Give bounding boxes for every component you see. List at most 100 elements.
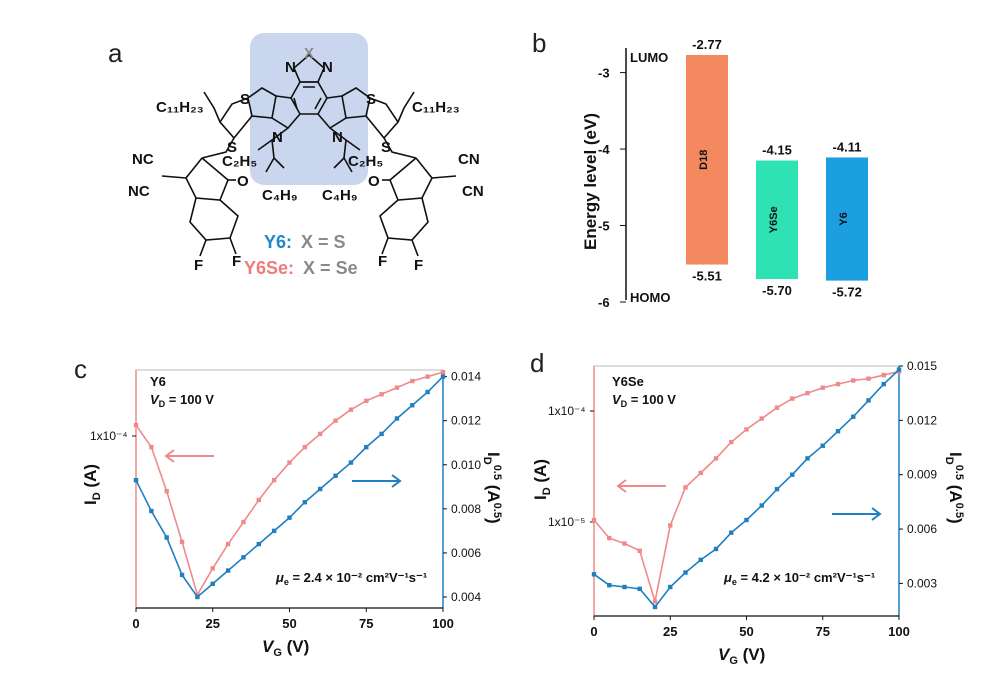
atom-s-label-2: S — [366, 91, 376, 108]
panel-d-series — [591, 367, 902, 610]
c-series-point-0 — [302, 444, 308, 450]
atom-n-label-2: N — [322, 59, 333, 76]
c-series-line-1 — [135, 376, 444, 599]
c-rtick-label: 0.004 — [451, 590, 481, 604]
d-series-point-0 — [607, 535, 612, 541]
panel-d-right-arrow — [832, 507, 882, 521]
lumo-label: LUMO — [630, 50, 668, 65]
c-series-point-1 — [394, 416, 400, 421]
alkyl-c2-right: C₂H₅ — [348, 153, 383, 170]
panel-d: d 0 25 50 75 100 0.003 0.006 0.009 0.012 0.015 1… — [530, 348, 965, 667]
group-nc-bottom: NC — [128, 183, 150, 200]
c-series-point-0 — [195, 592, 200, 597]
d-series-point-0 — [851, 378, 856, 383]
c-xtick-label: 0 — [132, 616, 139, 631]
d-series-point-1 — [637, 586, 642, 592]
d-series-point-0 — [713, 456, 719, 461]
c-rtick-label: 0.014 — [451, 370, 481, 384]
panel-d-mu-sub: e — [732, 577, 737, 587]
panel-c-right-ticks: 0.004 0.006 0.008 0.010 0.012 0.014 — [443, 370, 481, 604]
c-series-point-1 — [287, 515, 292, 520]
d-series-point-0 — [637, 548, 642, 553]
d-series-point-0 — [683, 485, 688, 490]
atom-f-2: F — [232, 253, 241, 270]
homo-label: HOMO — [630, 290, 670, 305]
c-series-point-0 — [318, 431, 323, 437]
panel-d-cond-sub: D — [621, 399, 628, 409]
d-series-point-0 — [820, 385, 825, 390]
d-series-point-1 — [896, 367, 902, 372]
panel-b: b Energy level (eV) LUMO HOMO -3 -4 -5 -6 -… — [532, 28, 868, 310]
panel-c-xticks: 0 25 50 75 100 — [132, 608, 454, 631]
d-series-point-1 — [851, 414, 856, 419]
panel-d-cond-rest: = 100 V — [627, 392, 676, 407]
d-xtick-label: 25 — [663, 624, 677, 639]
d-series-point-0 — [652, 599, 658, 604]
c-series-point-0 — [410, 378, 415, 384]
c-series-point-1 — [241, 555, 246, 560]
bar-name-label: Y6Se — [768, 206, 780, 233]
panel-b-ylabel: Energy level (eV) — [581, 113, 600, 250]
group-nc-top: NC — [132, 151, 154, 168]
alkyl-c11-left: C₁₁H₂₃ — [156, 99, 204, 116]
core-highlight-box — [250, 33, 368, 185]
panel-d-xticks: 0 25 50 75 100 — [590, 616, 910, 639]
c-series-point-0 — [179, 539, 185, 545]
c-series-point-0 — [440, 370, 446, 375]
panel-c-series — [133, 370, 446, 600]
bar-name-label: Y6 — [838, 212, 850, 225]
panel-c-label: c — [74, 354, 87, 384]
panel-c-right-arrow — [352, 474, 402, 488]
panel-c-left-tick: 1x10⁻⁴ — [90, 429, 128, 443]
d-rtick-label: 0.009 — [907, 468, 937, 482]
alkyl-c4-right: C₄H₉ — [322, 187, 358, 204]
panel-b-ytick-label: -3 — [598, 66, 610, 81]
panel-a-label: a — [108, 38, 123, 68]
d-series-point-0 — [805, 390, 810, 396]
d-series-point-1 — [835, 429, 841, 434]
atom-x-label: X — [304, 45, 314, 62]
d-series-point-0 — [744, 427, 749, 432]
d-series-point-1 — [698, 557, 703, 563]
atom-s-label-4: S — [381, 139, 391, 156]
panel-d-xlabel-sub: G — [729, 655, 738, 667]
panel-d-condition: VD = 100 V — [612, 392, 676, 409]
panel-b-bars: -2.77 -5.51 D18 -4.15 -5.70 Y6Se -4.11 -5.72 Y6 — [686, 37, 868, 300]
panel-d-mu-value: = 4.2 × 10⁻² cm²V⁻¹s⁻¹ — [737, 570, 875, 585]
d-series-point-1 — [622, 584, 627, 590]
atom-f-3: F — [378, 253, 387, 270]
c-series-point-0 — [364, 398, 369, 404]
panel-d-left-tick-1: 1x10⁻⁴ — [548, 404, 586, 418]
atom-o-right: O — [368, 173, 380, 190]
d-series-point-1 — [668, 584, 673, 590]
d-series-point-1 — [774, 486, 780, 492]
d-series-point-1 — [790, 472, 795, 477]
d-xtick-label: 0 — [590, 624, 597, 639]
c-series-point-1 — [425, 389, 430, 395]
c-series-point-1 — [333, 473, 338, 478]
bar-lumo-value: -2.77 — [692, 37, 722, 52]
c-series-point-1 — [440, 374, 446, 379]
d-series-point-1 — [591, 572, 597, 577]
c-series-point-1 — [133, 477, 139, 483]
c-series-point-1 — [318, 486, 323, 492]
alkyl-c11-right: C₁₁H₂₃ — [412, 99, 460, 116]
alkyl-c4-left: C₄H₉ — [262, 187, 298, 204]
c-series-point-0 — [241, 519, 246, 525]
c-series-point-0 — [210, 566, 215, 571]
bar-lumo-value: -4.15 — [762, 143, 792, 158]
c-series-point-0 — [425, 374, 430, 379]
panel-c-cond-rest: = 100 V — [165, 392, 214, 407]
panel-c-mu: μ — [275, 570, 284, 585]
c-series-point-0 — [225, 541, 231, 547]
c-rtick-label: 0.008 — [451, 502, 481, 516]
panel-a: a — [108, 33, 484, 278]
c-series-point-1 — [195, 594, 200, 600]
d-series-point-0 — [835, 381, 841, 387]
panel-b-ytick-label: -5 — [598, 219, 610, 234]
bar-y6se — [756, 160, 798, 280]
panel-d-xlabel-unit: (V) — [738, 645, 765, 664]
legend-y6se-rest: X = Se — [303, 258, 358, 278]
atom-f-1: F — [194, 257, 203, 274]
